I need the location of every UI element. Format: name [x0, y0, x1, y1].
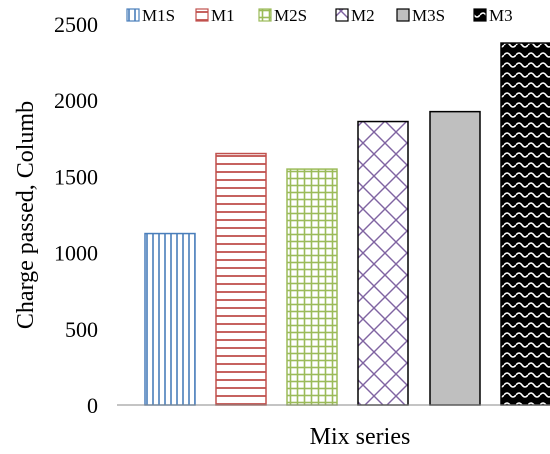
bar-m3s [429, 110, 481, 406]
y-axis-ticks: 0 500 1000 1500 2000 2500 [54, 12, 98, 418]
legend-swatch [195, 8, 209, 22]
legend-label: M1S [142, 6, 175, 25]
legend-swatch [335, 8, 349, 22]
x-axis-title: Mix series [310, 424, 411, 450]
legend-label: M3 [489, 6, 513, 25]
legend-item-m1s: M1S [126, 6, 175, 25]
bar-m2s [286, 168, 338, 406]
y-axis-title: Charge passed, Columb [13, 101, 39, 329]
legend-item-m3: M3 [473, 6, 513, 25]
y-tick-label: 1000 [54, 241, 98, 266]
legend-swatch [473, 8, 487, 22]
bar-m1 [215, 152, 267, 406]
y-tick-label: 1500 [54, 164, 98, 189]
y-tick-label: 500 [65, 317, 98, 342]
legend-swatch [396, 8, 410, 22]
legend-label: M2 [351, 6, 375, 25]
legend-item-m2s: M2S [258, 6, 307, 25]
legend-item-m1: M1 [195, 6, 235, 25]
legend-label: M1 [211, 6, 235, 25]
y-tick-label: 2500 [54, 12, 98, 37]
bars [144, 42, 550, 406]
bar-m1s [144, 232, 196, 406]
legend-label: M2S [274, 6, 307, 25]
legend-swatch [126, 8, 140, 22]
y-tick-label: 2000 [54, 88, 98, 113]
legend-swatch [258, 8, 272, 22]
legend-item-m3s: M3S [396, 6, 445, 25]
legend-label: M3S [412, 6, 445, 25]
bar-m2 [357, 120, 409, 406]
legend: M1S M1 M2S M2 M3S M3 [126, 6, 513, 25]
y-tick-label: 0 [87, 393, 98, 418]
legend-item-m2: M2 [335, 6, 375, 25]
bar-m3 [500, 42, 550, 406]
